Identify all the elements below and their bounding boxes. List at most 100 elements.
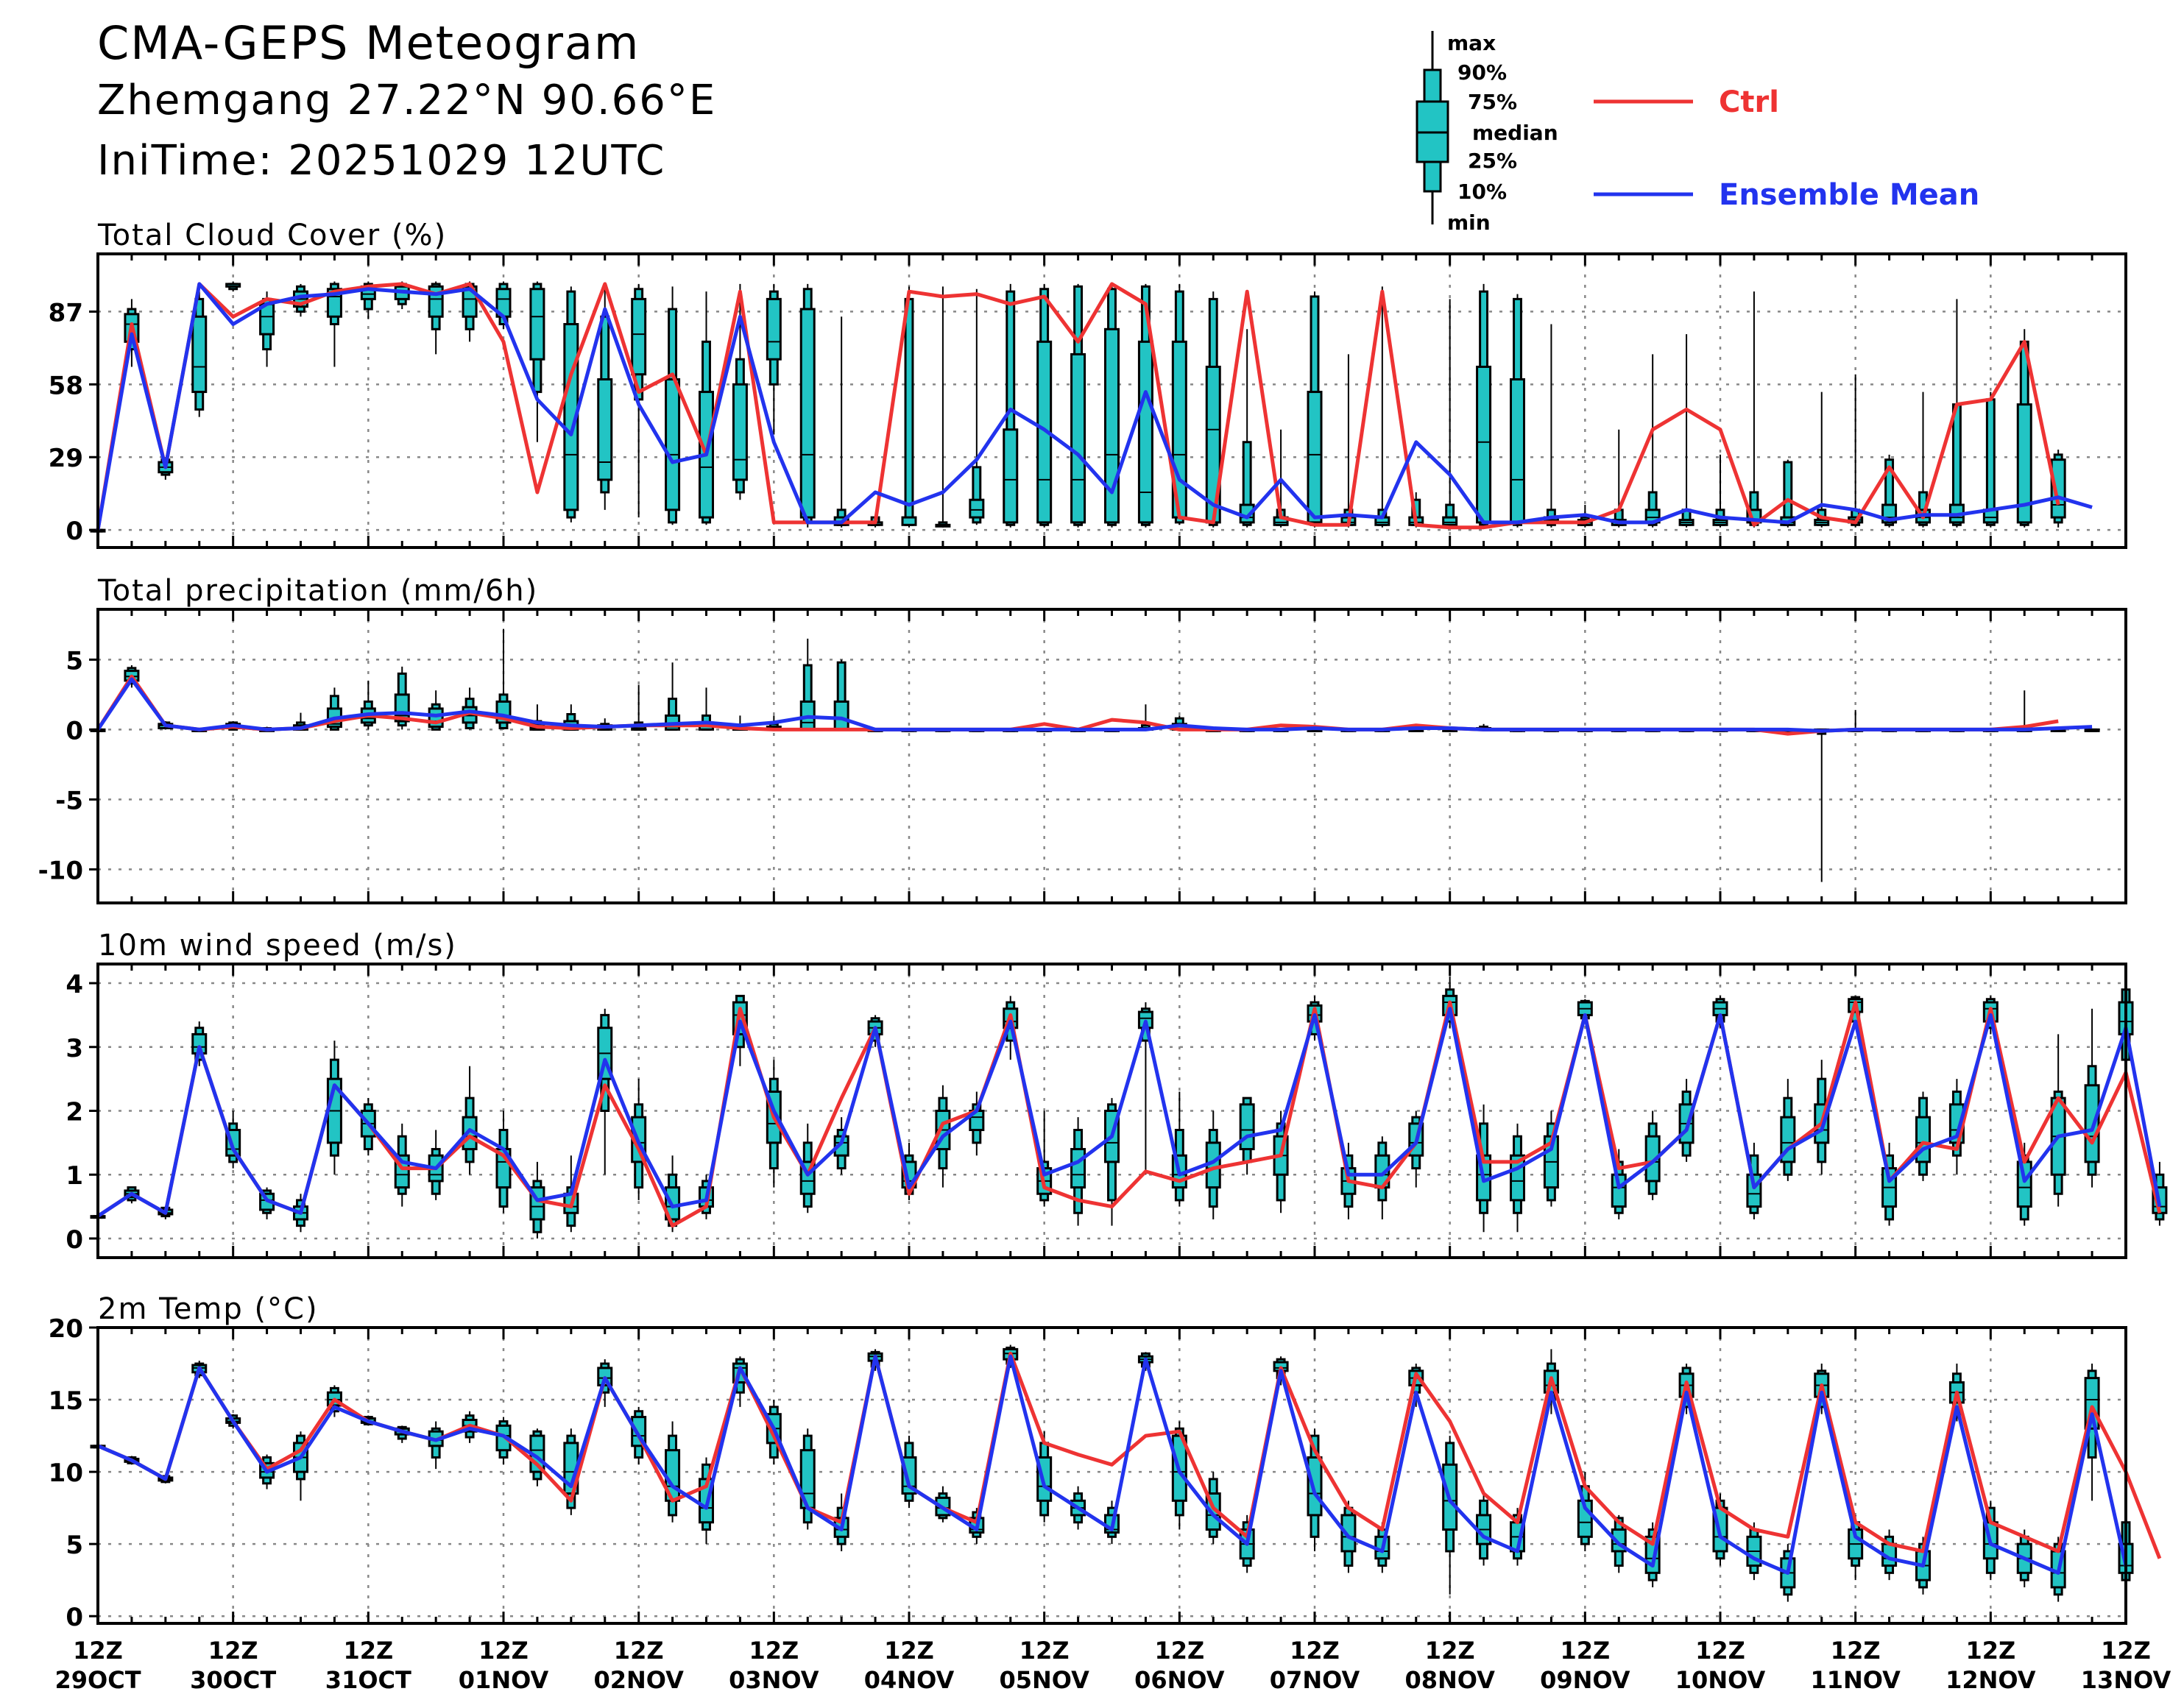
box-p25-p75 (1611, 1173, 1627, 1208)
box-p10-p90 (904, 297, 914, 526)
x-tick-label-date: 11NOV (1810, 1666, 1901, 1694)
y-tick-label: 0 (66, 716, 83, 745)
x-tick-label-hour: 12Z (1831, 1637, 1881, 1665)
chart-title: CMA-GEPS Meteogram (97, 16, 640, 70)
legend-box-label: median (1472, 121, 1558, 145)
box-p25-p75 (901, 516, 917, 526)
x-tick-label-date: 10NOV (1675, 1666, 1766, 1694)
ensemble-mean-line (96, 282, 2093, 531)
box-p25-p75 (597, 378, 613, 481)
x-tick-label-date: 08NOV (1404, 1666, 1495, 1694)
y-tick-label: -10 (38, 856, 83, 885)
box-p25-p75 (1036, 340, 1053, 524)
box-p10-p90 (1647, 491, 1658, 526)
box-p25-p75 (1003, 428, 1019, 524)
panel-title: 2m Temp (°C) (98, 1292, 319, 1326)
y-tick-label: 0 (66, 1225, 83, 1255)
y-tick-label: 1 (66, 1161, 83, 1191)
box-p25-p75 (529, 288, 545, 361)
box-p10-p90 (1783, 461, 1793, 526)
legend-box-label: 90% (1457, 60, 1507, 85)
x-tick-label-hour: 12Z (614, 1637, 664, 1665)
y-tick-label: 10 (49, 1459, 83, 1488)
panel-frame (96, 1326, 2127, 1625)
x-tick-label-date: 13NOV (2081, 1666, 2171, 1694)
x-tick-label-date: 03NOV (729, 1666, 819, 1694)
location-label: Zhemgang 27.22°N 90.66°E (97, 77, 717, 124)
box-p25-p75 (969, 498, 985, 519)
x-tick-label-hour: 12Z (343, 1637, 393, 1665)
x-tick-label-date: 01NOV (459, 1666, 549, 1694)
x-tick-label-hour: 12Z (73, 1637, 123, 1665)
legend-mean-label: Ensemble Mean (1719, 178, 1979, 212)
box-p25-p75 (833, 700, 849, 731)
x-tick-label-hour: 12Z (1154, 1637, 1204, 1665)
ensemble-mean-line (97, 1354, 2128, 1575)
box-p25-p75 (2084, 1084, 2100, 1163)
x-tick-label-hour: 12Z (884, 1637, 934, 1665)
box-p25-p75 (1137, 340, 1153, 524)
x-tick-label-date: 04NOV (864, 1666, 955, 1694)
x-tick-label-date: 29OCT (54, 1666, 141, 1694)
box-p25-p75 (2050, 458, 2066, 519)
y-tick-label: 4 (66, 970, 83, 999)
panel-title: 10m wind speed (m/s) (98, 929, 457, 963)
y-tick-label: 20 (49, 1314, 83, 1344)
y-tick-label: 2 (66, 1098, 83, 1127)
y-tick-label: 3 (66, 1034, 83, 1063)
ctrl-series-line (96, 674, 2059, 736)
box-p25-p75 (665, 378, 681, 511)
y-tick-label: -5 (55, 786, 83, 815)
x-tick-label-date: 09NOV (1540, 1666, 1630, 1694)
box-p25-p75 (1307, 391, 1323, 524)
ensemble-mean-line (96, 1007, 2162, 1218)
x-tick-label-date: 30OCT (190, 1666, 276, 1694)
x-tick-label-date: 05NOV (999, 1666, 1089, 1694)
y-tick-label: 0 (66, 517, 83, 546)
panel-frame (96, 252, 2127, 549)
x-tick-label-date: 02NOV (593, 1666, 684, 1694)
box-p10-p90 (1242, 441, 1252, 526)
box-p25-p75 (732, 383, 748, 481)
legend-box-label: 75% (1468, 90, 1517, 114)
box-p10-p90 (972, 466, 982, 524)
box-p25-p75 (191, 315, 208, 394)
legend-ctrl-label: Ctrl (1719, 85, 1779, 119)
x-tick-label-date: 31OCT (325, 1666, 411, 1694)
panel-frame (96, 963, 2127, 1259)
ensemble-mean-line (96, 677, 2093, 733)
box-p25-p75 (1476, 365, 1492, 524)
x-tick-label-hour: 12Z (1695, 1637, 1745, 1665)
x-tick-label-date: 06NOV (1134, 1666, 1225, 1694)
ctrl-series-line (97, 1351, 2162, 1559)
legend-box-label: max (1447, 31, 1496, 55)
box-p25-p75 (1340, 1514, 1357, 1553)
panel-frame (96, 608, 2127, 904)
box-p25-p75 (1644, 1135, 1661, 1183)
box-p25-p75 (1510, 378, 1525, 524)
x-tick-label-date: 07NOV (1270, 1666, 1360, 1694)
panel-title: Total precipitation (mm/6h) (97, 574, 538, 608)
x-tick-label-hour: 12Z (208, 1637, 258, 1665)
box-p25-p75 (2016, 1160, 2032, 1208)
legend-box-label: 10% (1457, 180, 1507, 204)
box-p25-p75 (766, 297, 782, 361)
box-p10-p90 (1985, 398, 1996, 526)
y-tick-label: 15 (49, 1386, 83, 1416)
box-p10-p90 (1884, 458, 1895, 526)
x-tick-label-hour: 12Z (2101, 1637, 2151, 1665)
box-p25-p75 (1442, 516, 1458, 526)
x-tick-label-hour: 12Z (1965, 1637, 2015, 1665)
y-tick-label: 5 (66, 646, 83, 676)
init-time-label: IniTime: 20251029 12UTC (97, 137, 666, 185)
box-p25-p75 (1070, 352, 1086, 524)
box-p25-p75 (1070, 1148, 1086, 1189)
ctrl-series-line (96, 282, 2060, 531)
box-p25-p75 (1239, 1103, 1255, 1151)
x-tick-label-hour: 12Z (1425, 1637, 1475, 1665)
legend-box-label: min (1447, 210, 1491, 235)
x-tick-label-date: 12NOV (1946, 1666, 2036, 1694)
legend-box-label: 25% (1468, 149, 1517, 173)
box-p25-p75 (631, 297, 647, 376)
